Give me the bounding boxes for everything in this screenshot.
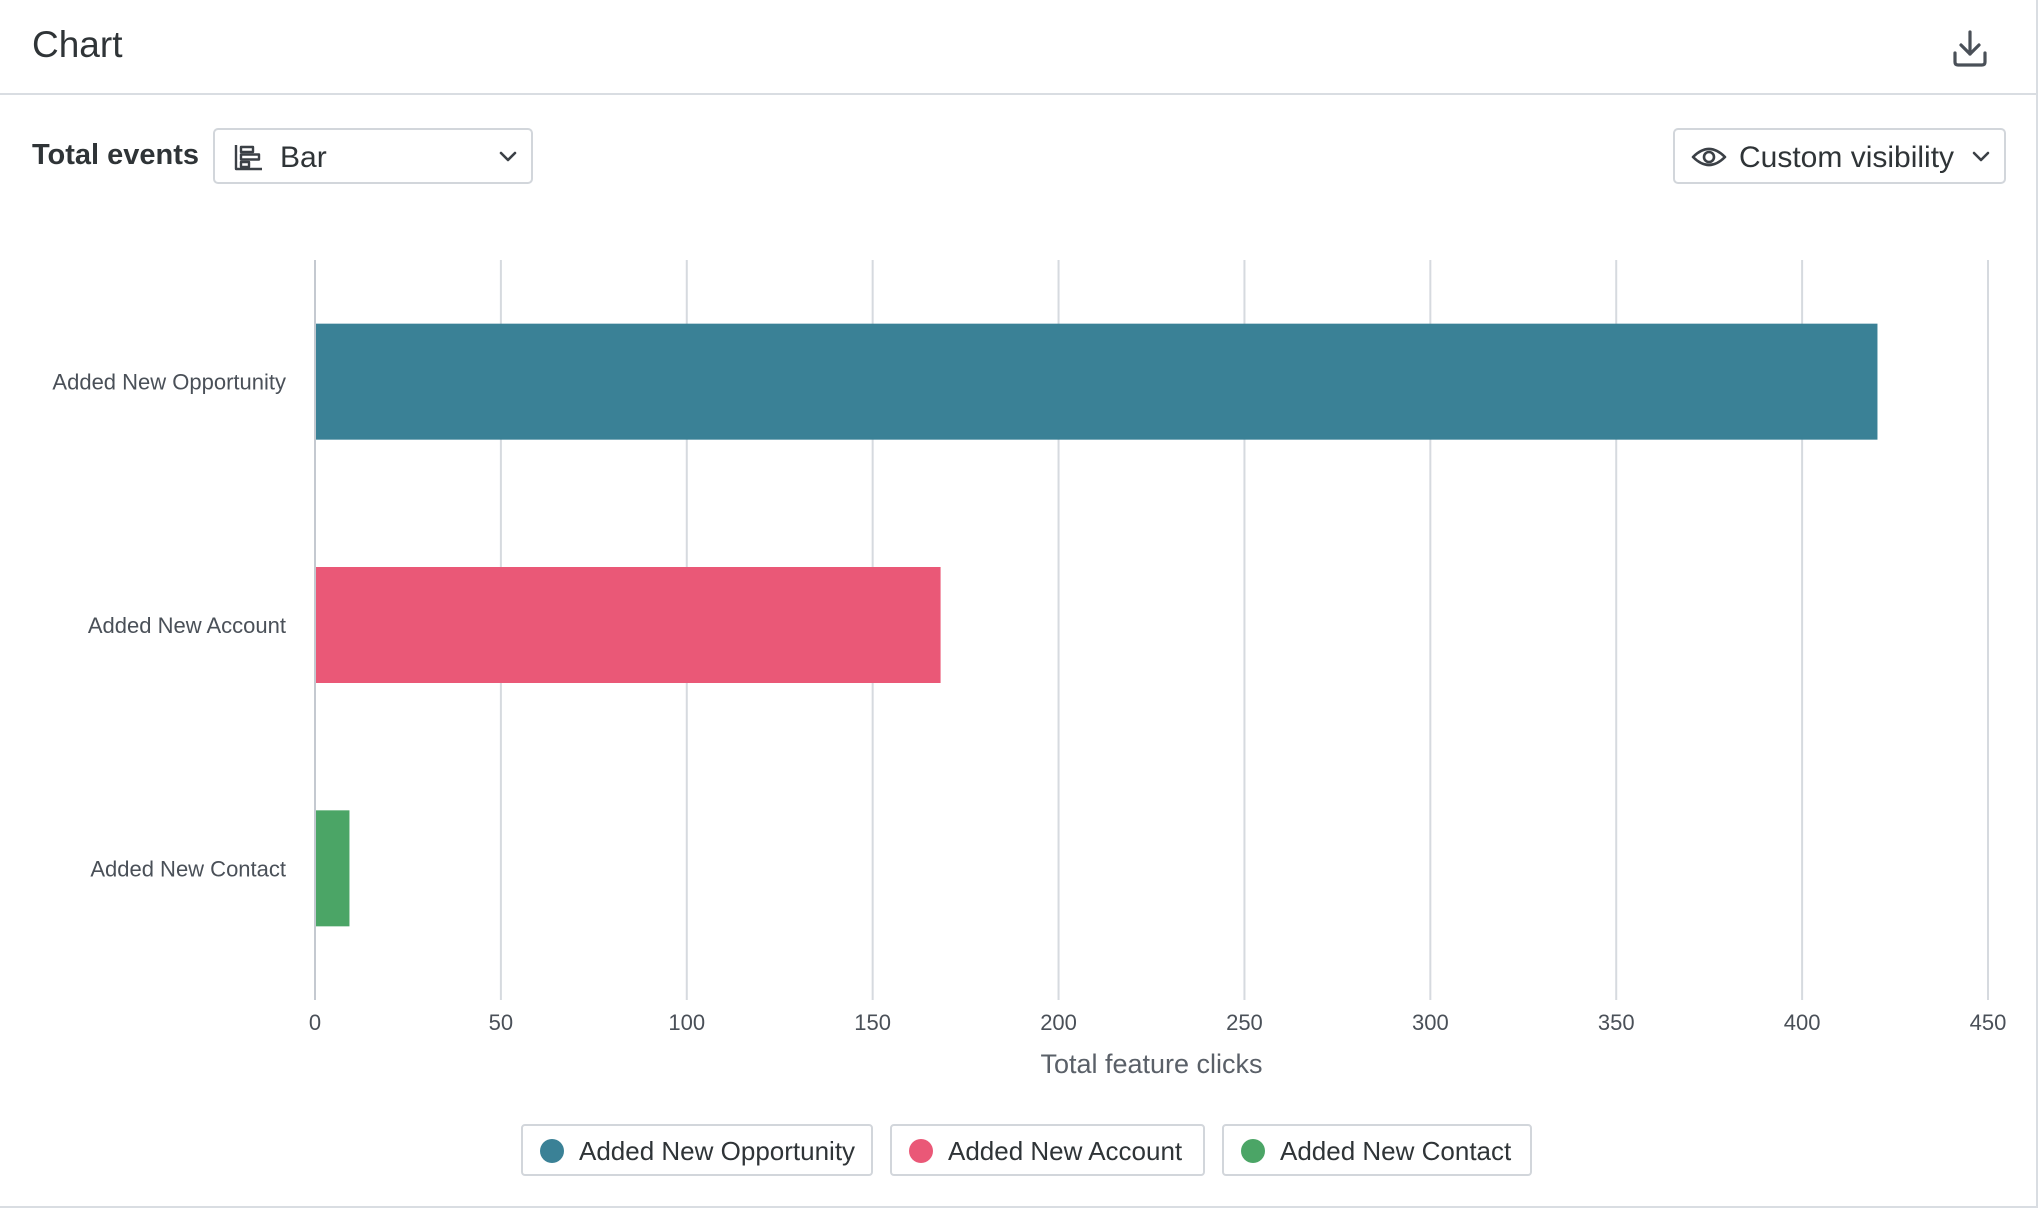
legend-label: Added New Contact <box>1280 1136 1512 1166</box>
legend-item[interactable]: Added New Opportunity <box>521 1124 873 1176</box>
chevron-down-icon <box>499 151 517 162</box>
visibility-value: Custom visibility <box>1739 141 1955 174</box>
chart-legend: Added New Opportunity Added New Account Ad… <box>0 1124 2036 1176</box>
x-axis-title: Total feature clicks <box>1040 1049 1262 1079</box>
legend-label: Added New Account <box>948 1136 1183 1166</box>
x-tick-label: 150 <box>854 1010 891 1035</box>
x-tick-label: 100 <box>668 1010 705 1035</box>
x-tick-label: 50 <box>489 1010 513 1035</box>
x-tick-label: 200 <box>1040 1010 1077 1035</box>
bar[interactable] <box>316 810 350 927</box>
bar-chart-icon <box>234 145 262 171</box>
x-tick-label: 350 <box>1598 1010 1635 1035</box>
bar-chart: 0 50 100 150 200 250 300 350 400 450 Total feature… <box>52 260 2007 1079</box>
bar[interactable] <box>316 323 1878 440</box>
chevron-down-icon <box>1972 151 1990 162</box>
legend-item[interactable]: Added New Account <box>890 1124 1205 1176</box>
x-tick-label: 250 <box>1226 1010 1263 1035</box>
y-category-label: Added New Contact <box>90 856 286 881</box>
legend-item[interactable]: Added New Contact <box>1222 1124 1532 1176</box>
x-tick-label: 300 <box>1412 1010 1449 1035</box>
card-header: Chart <box>0 0 2036 95</box>
chart-type-select[interactable]: Bar <box>213 128 533 184</box>
metric-label: Total events <box>32 139 200 171</box>
download-button[interactable] <box>1950 26 1990 70</box>
chart-type-value: Bar <box>280 141 327 174</box>
x-tick-label: 450 <box>1970 1010 2007 1035</box>
download-icon <box>1953 30 1987 67</box>
bar[interactable] <box>316 567 941 683</box>
legend-swatch <box>1241 1139 1265 1163</box>
x-tick-label: 400 <box>1784 1010 1821 1035</box>
visibility-select[interactable]: Custom visibility <box>1673 128 2006 184</box>
legend-swatch <box>909 1139 933 1163</box>
y-category-label: Added New Opportunity <box>52 370 286 395</box>
eye-icon <box>1691 147 1727 167</box>
legend-swatch <box>540 1139 564 1163</box>
card-title: Chart <box>32 24 123 65</box>
legend-label: Added New Opportunity <box>579 1136 856 1166</box>
x-tick-label: 0 <box>309 1010 321 1035</box>
y-category-label: Added New Account <box>88 613 286 638</box>
